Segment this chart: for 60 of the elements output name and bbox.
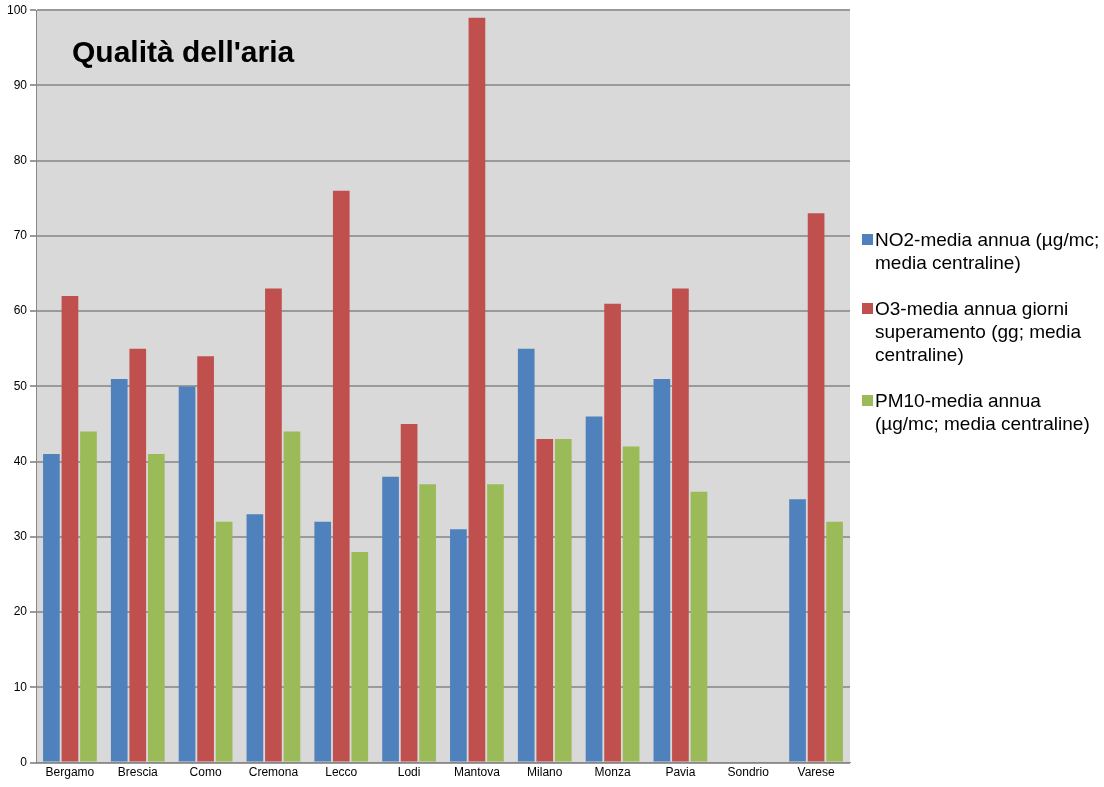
bar [690, 491, 708, 762]
y-tick-label: 10 [13, 679, 28, 694]
y-tick-label: 70 [13, 228, 28, 243]
bar [536, 439, 554, 762]
bar [672, 288, 689, 762]
bar [129, 348, 147, 762]
bar [807, 213, 825, 762]
x-tick-label: Como [189, 765, 222, 780]
legend-label: NO2-media annua (µg/mc; media centraline) [875, 228, 1101, 274]
y-tick-label: 60 [13, 303, 28, 318]
y-tick-label: 100 [6, 2, 28, 17]
bar [487, 484, 504, 762]
bar [43, 454, 60, 762]
x-tick-label: Lodi [397, 765, 421, 780]
x-tick-label: Varese [797, 765, 835, 780]
bar [517, 348, 535, 762]
bar [197, 356, 214, 762]
y-tick-label: 0 [20, 754, 28, 769]
legend-label: PM10-media annua (µg/mc; media centraline) [875, 389, 1091, 435]
bar [265, 288, 282, 762]
y-tick-label: 40 [13, 453, 28, 468]
bar [450, 529, 467, 762]
x-tick-label: Bergamo [45, 765, 95, 780]
legend-label: O3-media annua giorni superamento (gg; media centraline) [875, 297, 1082, 366]
y-tick-label: 20 [13, 604, 28, 619]
x-tick-label: Lecco [325, 765, 358, 780]
bar [351, 551, 369, 762]
x-tick-label: Mantova [453, 765, 501, 780]
bar [400, 424, 418, 762]
bar [585, 416, 603, 762]
bar [653, 378, 671, 762]
bar [826, 521, 843, 762]
bar [554, 439, 572, 762]
bar [80, 431, 97, 762]
bar [61, 296, 79, 762]
bar [314, 521, 332, 762]
bar [246, 514, 264, 762]
bar [382, 476, 399, 762]
bar [622, 446, 640, 762]
bar [789, 499, 806, 762]
bar [468, 17, 486, 762]
x-tick-label: Cremona [248, 765, 299, 780]
bar [419, 484, 436, 762]
x-tick-label: Milano [527, 765, 563, 780]
bar [332, 190, 350, 762]
text: Qualità dell'aria [72, 35, 295, 69]
bar [215, 521, 233, 762]
bar [283, 431, 301, 762]
y-tick-label: 90 [13, 77, 28, 92]
bar [147, 454, 165, 762]
bar [604, 303, 621, 762]
bar [178, 386, 196, 762]
bar [110, 378, 128, 762]
y-tick-label: 50 [13, 378, 28, 393]
y-tick-label: 80 [13, 152, 28, 167]
x-tick-label: Monza [594, 765, 631, 780]
y-tick-label: 30 [13, 529, 28, 544]
x-tick-label: Pavia [665, 765, 696, 780]
x-tick-label: Brescia [117, 765, 159, 780]
x-tick-label: Sondrio [727, 765, 770, 780]
